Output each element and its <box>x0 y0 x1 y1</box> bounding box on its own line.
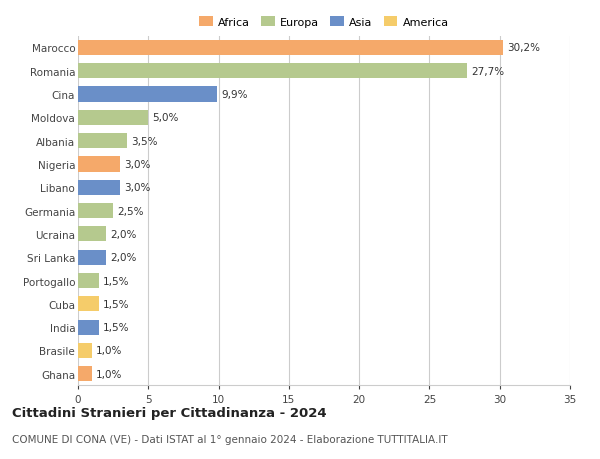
Text: 30,2%: 30,2% <box>507 43 540 53</box>
Text: 3,0%: 3,0% <box>124 183 151 193</box>
Bar <box>78 274 99 288</box>
Bar <box>78 297 99 312</box>
Bar <box>78 250 106 265</box>
Bar <box>78 343 92 358</box>
Text: 3,5%: 3,5% <box>131 136 158 146</box>
Text: 9,9%: 9,9% <box>221 90 248 100</box>
Bar <box>78 366 92 381</box>
Text: 5,0%: 5,0% <box>152 113 179 123</box>
Bar <box>78 204 113 218</box>
Text: 1,0%: 1,0% <box>96 346 122 356</box>
Text: 1,0%: 1,0% <box>96 369 122 379</box>
Bar <box>78 87 217 102</box>
Text: 27,7%: 27,7% <box>472 67 505 77</box>
Text: 1,5%: 1,5% <box>103 322 130 332</box>
Bar <box>78 134 127 149</box>
Text: COMUNE DI CONA (VE) - Dati ISTAT al 1° gennaio 2024 - Elaborazione TUTTITALIA.IT: COMUNE DI CONA (VE) - Dati ISTAT al 1° g… <box>12 434 448 444</box>
Text: 2,0%: 2,0% <box>110 230 137 240</box>
Text: 3,0%: 3,0% <box>124 160 151 170</box>
Text: 2,5%: 2,5% <box>118 206 144 216</box>
Bar <box>78 320 99 335</box>
Bar <box>78 180 120 196</box>
Bar <box>78 227 106 242</box>
Legend: Africa, Europa, Asia, America: Africa, Europa, Asia, America <box>199 17 449 28</box>
Bar <box>78 157 120 172</box>
Bar <box>78 64 467 79</box>
Text: Cittadini Stranieri per Cittadinanza - 2024: Cittadini Stranieri per Cittadinanza - 2… <box>12 406 326 419</box>
Bar <box>78 111 148 126</box>
Bar <box>78 41 503 56</box>
Text: 1,5%: 1,5% <box>103 276 130 286</box>
Text: 2,0%: 2,0% <box>110 252 137 263</box>
Text: 1,5%: 1,5% <box>103 299 130 309</box>
